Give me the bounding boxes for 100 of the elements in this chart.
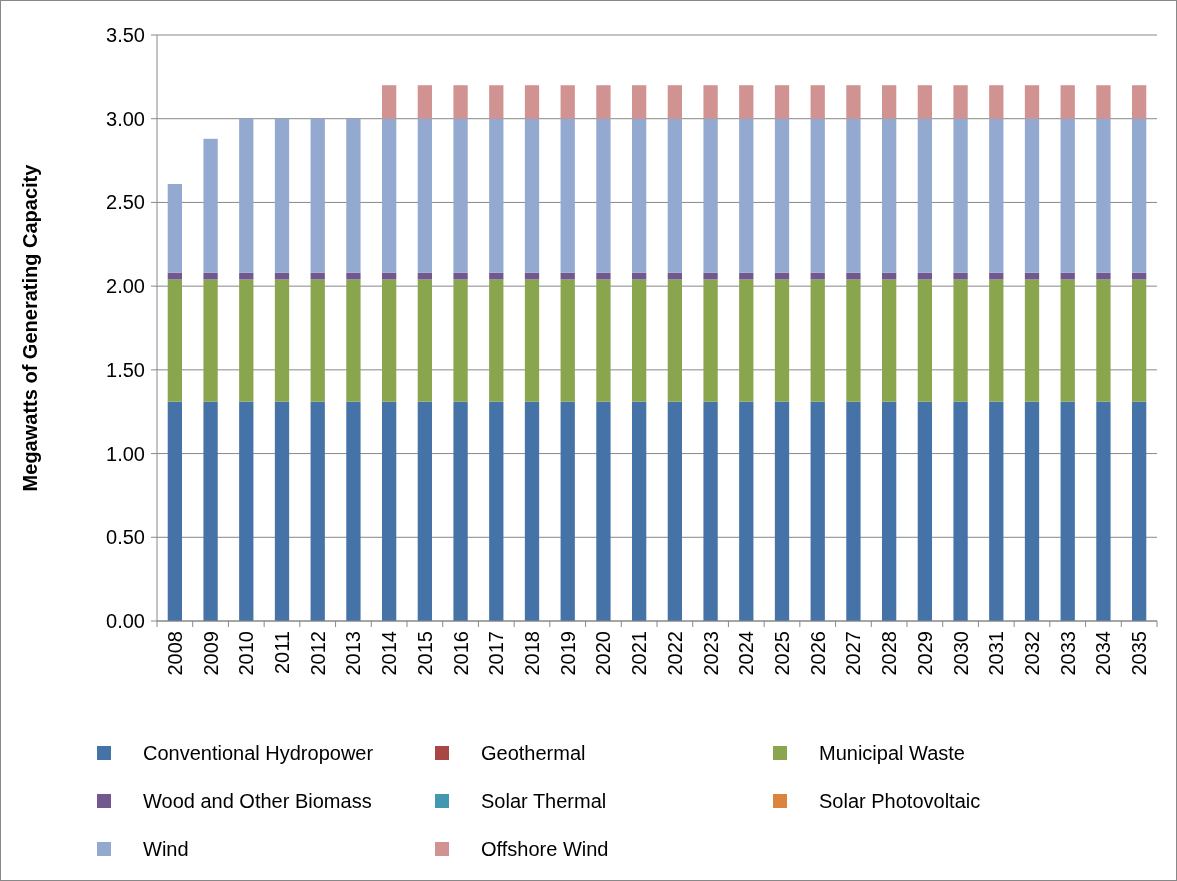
bar xyxy=(882,279,897,402)
x-tick-label: 2012 xyxy=(306,631,329,676)
bar xyxy=(453,272,468,280)
bar xyxy=(274,279,290,402)
bar xyxy=(1096,279,1111,402)
bar xyxy=(632,279,647,402)
bar xyxy=(1060,85,1075,119)
bar xyxy=(203,138,218,273)
bar xyxy=(739,85,754,119)
bar xyxy=(274,118,290,273)
y-tick-label: 0.00 xyxy=(106,610,145,632)
bar xyxy=(989,401,1004,621)
bar xyxy=(1024,85,1040,119)
legend-label: Municipal Waste xyxy=(819,742,965,764)
bar xyxy=(989,279,1004,402)
bar xyxy=(1096,272,1111,280)
bar xyxy=(632,85,647,119)
bar xyxy=(882,118,897,273)
legend-label: Solar Photovoltaic xyxy=(819,790,981,812)
x-tick-label: 2025 xyxy=(771,631,793,676)
x-tick-label: 2021 xyxy=(628,631,651,676)
bar xyxy=(953,85,968,119)
x-tick-label: 2008 xyxy=(163,631,186,676)
bar xyxy=(1132,401,1147,621)
bar xyxy=(1024,118,1040,273)
bar xyxy=(417,401,432,621)
bar xyxy=(846,118,861,273)
bar xyxy=(382,118,397,273)
x-tick-label: 2024 xyxy=(735,631,758,676)
bar xyxy=(382,401,397,621)
bar xyxy=(382,85,397,119)
bar xyxy=(667,401,682,621)
x-tick-label: 2018 xyxy=(521,631,543,676)
bar xyxy=(882,85,897,119)
bar xyxy=(596,118,611,273)
bar xyxy=(346,401,361,621)
x-tick-label: 2026 xyxy=(806,631,829,676)
bar xyxy=(846,279,861,402)
bar xyxy=(524,85,540,119)
bar xyxy=(846,401,861,621)
bar xyxy=(1132,118,1147,273)
y-tick-label: 3.50 xyxy=(106,24,145,46)
bar xyxy=(917,118,932,273)
bar xyxy=(417,118,432,273)
bar xyxy=(703,118,718,273)
x-tick-label: 2035 xyxy=(1128,631,1151,676)
bar xyxy=(1096,85,1111,119)
bar xyxy=(203,401,218,621)
x-tick-label: 2022 xyxy=(663,631,686,676)
legend-label: Wind xyxy=(143,838,189,860)
bar xyxy=(239,118,254,273)
y-axis-title: Megawatts of Generating Capacity xyxy=(19,163,41,492)
bar xyxy=(774,279,790,402)
y-tick-label: 2.50 xyxy=(106,191,145,214)
bar xyxy=(703,279,718,402)
bar xyxy=(560,401,575,621)
bar xyxy=(346,279,361,402)
bar xyxy=(524,279,540,402)
bar xyxy=(774,118,790,273)
x-tick-label: 2016 xyxy=(449,631,472,676)
bar xyxy=(489,118,504,273)
x-tick-label: 2030 xyxy=(949,631,972,676)
bar xyxy=(882,401,897,621)
bar xyxy=(739,279,754,402)
bar xyxy=(596,85,611,119)
bar xyxy=(953,279,968,402)
bar xyxy=(203,279,218,402)
bar xyxy=(846,272,861,280)
bar xyxy=(310,279,325,402)
x-tick-label: 2023 xyxy=(699,631,722,676)
x-tick-label: 2019 xyxy=(556,631,579,676)
bar xyxy=(560,118,575,273)
bar xyxy=(453,118,468,273)
y-tick-label: 1.00 xyxy=(106,442,145,465)
bar xyxy=(810,279,825,402)
bar xyxy=(453,279,468,402)
legend-label: Conventional Hydropower xyxy=(143,742,374,764)
x-tick-label: 2027 xyxy=(842,631,865,676)
bar xyxy=(917,85,932,119)
y-tick-label: 1.50 xyxy=(106,358,145,381)
bar xyxy=(453,401,468,621)
legend-label: Wood and Other Biomass xyxy=(143,790,372,812)
bar xyxy=(1060,401,1075,621)
bar xyxy=(1132,279,1147,402)
bar xyxy=(346,272,361,280)
legend-label: Offshore Wind xyxy=(481,838,609,860)
bar xyxy=(239,279,254,402)
bar xyxy=(632,118,647,273)
bar xyxy=(917,401,932,621)
x-tick-label: 2010 xyxy=(235,631,258,676)
bar xyxy=(382,279,397,402)
bar xyxy=(524,401,540,621)
bar xyxy=(489,85,504,119)
x-tick-label: 2009 xyxy=(199,631,222,676)
bar xyxy=(310,118,325,273)
bar xyxy=(417,85,432,119)
y-tick-label: 0.50 xyxy=(106,526,145,549)
bar xyxy=(1132,85,1147,119)
x-tick-label: 2034 xyxy=(1092,631,1115,676)
x-tick-label: 2033 xyxy=(1056,631,1079,676)
